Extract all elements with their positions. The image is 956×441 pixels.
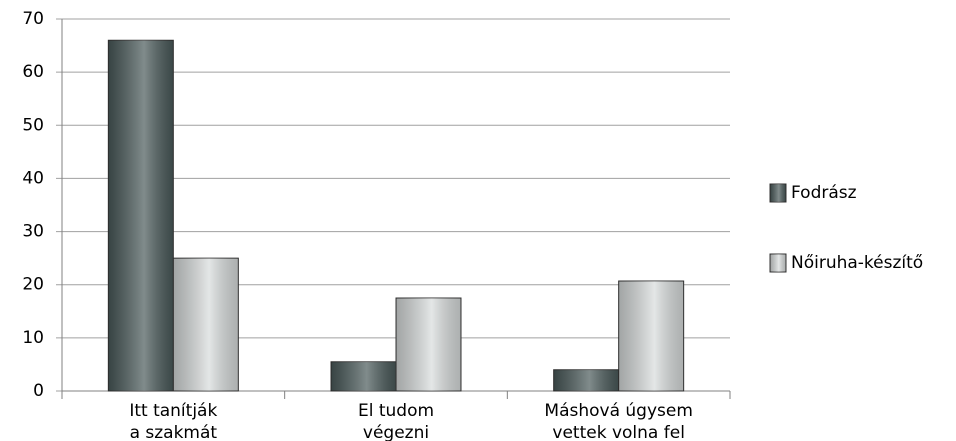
y-tick-label: 10 [22,328,44,348]
x-tick-label: a szakmát [130,423,218,441]
legend-swatch-shade [770,254,786,272]
y-tick-label: 40 [22,168,44,188]
bar [107,39,174,392]
bar [172,257,239,392]
y-tick-label: 30 [22,222,44,242]
bar [618,280,685,392]
bar [330,361,397,392]
y-tick-label: 50 [22,115,44,135]
x-tick-label: végezni [363,423,429,441]
y-tick-label: 60 [22,62,44,82]
bar [395,297,462,392]
x-tick-label: Máshová úgysem [544,401,693,421]
y-tick-label: 0 [33,381,44,401]
bar [553,369,620,392]
x-tick-label: El tudom [358,401,434,421]
legend-label: Fodrász [791,183,857,203]
x-tick-label: vettek volna fel [552,423,685,441]
legend-label: Nőiruha-készítő [791,253,923,273]
legend-swatch-shade [770,184,786,202]
y-tick-label: 70 [22,9,44,29]
y-tick-label: 20 [22,275,44,295]
x-tick-label: Itt tanítják [129,401,217,421]
